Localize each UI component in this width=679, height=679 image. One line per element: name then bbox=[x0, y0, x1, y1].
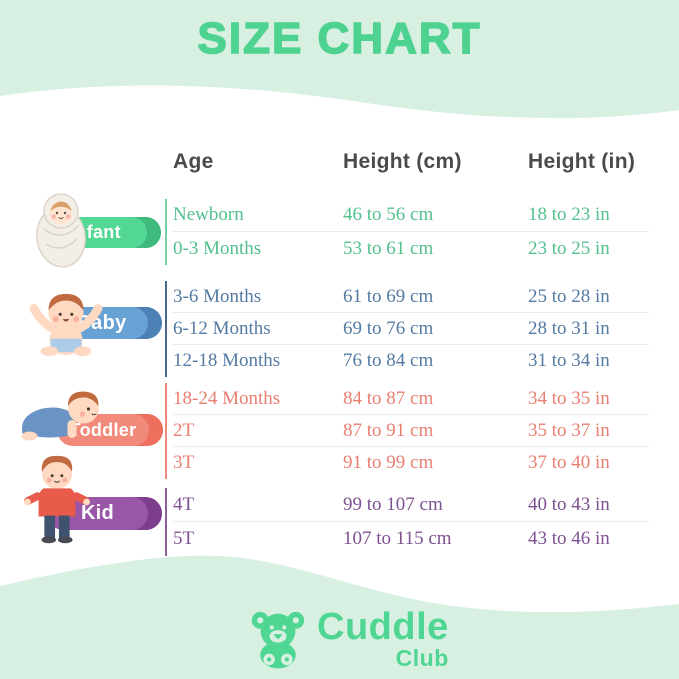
group-rows-kid: 4T 99 to 107 cm 40 to 43 in 5T 107 to 11… bbox=[165, 488, 649, 556]
group-badge-label: Kid bbox=[80, 502, 115, 524]
table-row: 0-3 Months 53 to 61 cm 23 to 25 in bbox=[173, 232, 649, 265]
height-cm-cell: 69 to 76 cm bbox=[343, 317, 434, 339]
table-row: 6-12 Months 69 to 76 cm 28 to 31 in bbox=[173, 313, 649, 345]
height-in-cell: 35 to 37 in bbox=[528, 419, 610, 441]
age-cell: 3-6 Months bbox=[173, 285, 262, 307]
height-cm-cell: 99 to 107 cm bbox=[343, 493, 443, 515]
age-cell: 18-24 Months bbox=[173, 387, 281, 409]
swaddled-baby-illustration bbox=[36, 193, 86, 268]
brand-name: Cuddle bbox=[317, 606, 449, 648]
column-header-height-cm: Height (cm) bbox=[343, 150, 462, 173]
height-cm-cell: 84 to 87 cm bbox=[343, 387, 434, 409]
brand-text: Cuddle Club bbox=[317, 606, 449, 672]
height-in-cell: 25 to 28 in bbox=[528, 285, 610, 307]
table-row: 4T 99 to 107 cm 40 to 43 in bbox=[173, 488, 649, 522]
height-cm-cell: 61 to 69 cm bbox=[343, 285, 434, 307]
age-cell: 3T bbox=[173, 452, 195, 473]
page-title: SIZE CHART bbox=[197, 13, 482, 64]
table-row: 5T 107 to 115 cm 43 to 46 in bbox=[173, 522, 649, 556]
table-header-row: Age Height (cm) Height (in) bbox=[165, 150, 649, 174]
table-row: 18-24 Months 84 to 87 cm 34 to 35 in bbox=[173, 383, 649, 415]
height-cm-cell: 76 to 84 cm bbox=[343, 350, 434, 371]
height-in-cell: 31 to 34 in bbox=[528, 350, 610, 371]
age-cell: 4T bbox=[173, 493, 195, 515]
standing-kid-illustration bbox=[24, 455, 90, 544]
height-in-cell: 40 to 43 in bbox=[528, 493, 610, 515]
age-cell: 12-18 Months bbox=[173, 350, 281, 371]
column-header-height-in: Height (in) bbox=[528, 150, 636, 173]
height-in-cell: 23 to 25 in bbox=[528, 237, 610, 259]
table-row: Newborn 46 to 56 cm 18 to 23 in bbox=[173, 199, 649, 232]
height-in-cell: 34 to 35 in bbox=[528, 387, 610, 409]
height-cm-cell: 46 to 56 cm bbox=[343, 204, 434, 225]
teddy-bear-icon bbox=[251, 611, 305, 669]
table-row: 2T 87 to 91 cm 35 to 37 in bbox=[173, 415, 649, 447]
height-cm-cell: 91 to 99 cm bbox=[343, 452, 434, 473]
height-in-cell: 28 to 31 in bbox=[528, 317, 610, 339]
sitting-baby-illustration bbox=[29, 293, 103, 357]
group-badge-label: Toddler bbox=[69, 419, 137, 440]
height-in-cell: 37 to 40 in bbox=[528, 452, 610, 473]
height-in-cell: 18 to 23 in bbox=[528, 204, 610, 225]
group-rows-baby: 3-6 Months 61 to 69 cm 25 to 28 in 6-12 … bbox=[165, 281, 649, 377]
brand-subname: Club bbox=[395, 644, 449, 671]
table-row: 12-18 Months 76 to 84 cm 31 to 34 in bbox=[173, 345, 649, 377]
height-cm-cell: 53 to 61 cm bbox=[343, 237, 434, 259]
column-header-age: Age bbox=[173, 150, 214, 173]
age-cell: 6-12 Months bbox=[173, 317, 271, 339]
age-cell: 5T bbox=[173, 528, 195, 549]
age-cell: Newborn bbox=[173, 204, 244, 225]
brand-logo: Cuddle Club bbox=[246, 606, 449, 672]
age-cell: 2T bbox=[173, 419, 195, 441]
age-cell: 0-3 Months bbox=[173, 237, 262, 259]
crawling-toddler-illustration bbox=[21, 391, 99, 441]
height-cm-cell: 107 to 115 cm bbox=[343, 528, 452, 549]
height-in-cell: 43 to 46 in bbox=[528, 528, 610, 549]
height-cm-cell: 87 to 91 cm bbox=[343, 419, 434, 441]
table-row: 3-6 Months 61 to 69 cm 25 to 28 in bbox=[173, 281, 649, 313]
group-rows-toddler: 18-24 Months 84 to 87 cm 34 to 35 in 2T … bbox=[165, 383, 649, 479]
group-rows-infant: Newborn 46 to 56 cm 18 to 23 in 0-3 Mont… bbox=[165, 199, 649, 265]
table-row: 3T 91 to 99 cm 37 to 40 in bbox=[173, 447, 649, 479]
